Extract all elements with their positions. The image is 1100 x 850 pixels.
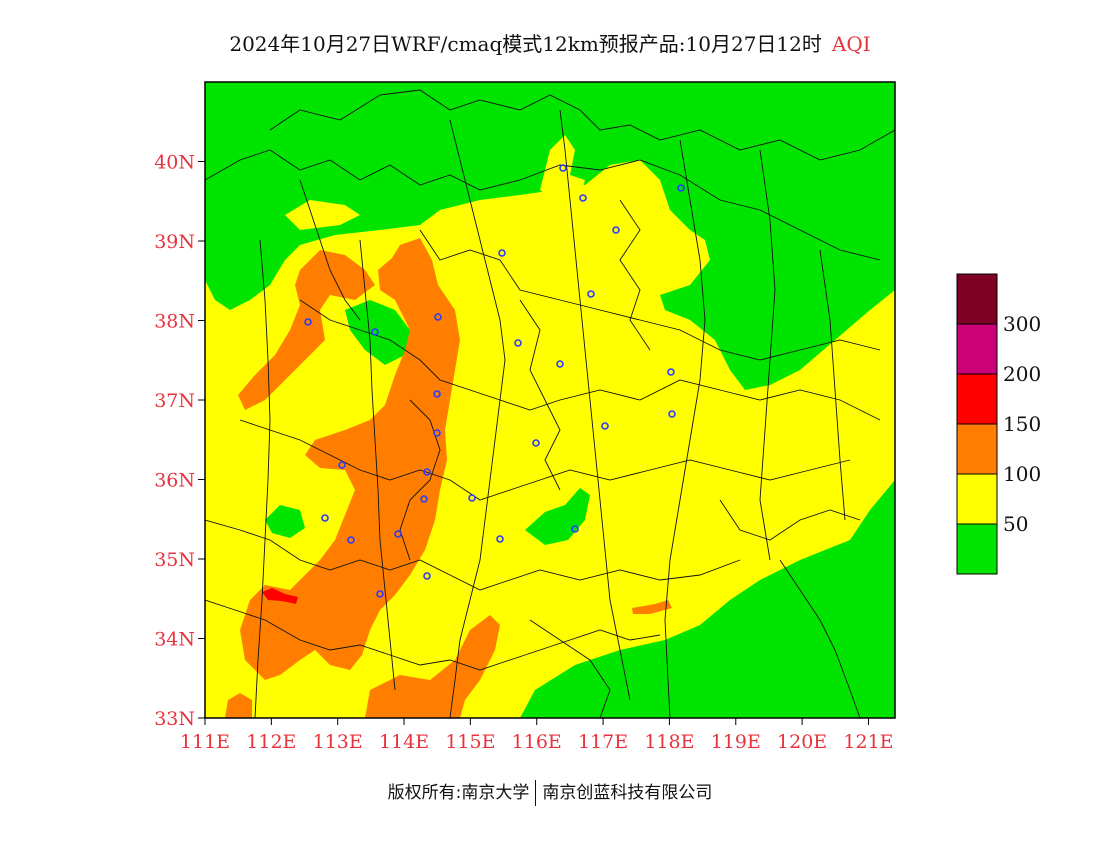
unhealthy-patch [262,588,298,604]
city-marker [532,439,540,447]
moderate-patch-northwest [285,200,360,230]
city-marker [601,422,609,430]
lon-tick-label: 112E [246,731,296,753]
city-markers [304,164,685,598]
usg-patch-southwest [225,693,252,718]
lat-tick-label: 37N [154,390,195,412]
title-main: 2024年10月27日WRF/cmaq模式12km预报产品:10月27日12时 [229,32,822,56]
latitude-axis: 40N 39N 38N 37N 36N 35N 34N 33N [154,152,205,730]
legend-swatch [956,423,998,475]
lon-tick-label: 115E [445,731,495,753]
usg-region-northwest [238,250,375,410]
city-marker [371,328,379,336]
longitude-axis: 111E 112E 113E 114E 115E 116E 117E 118E 119E 120E… [180,718,894,753]
lon-tick-label: 121E [843,731,893,753]
city-marker [667,368,675,376]
company-text: 南京创蓝科技有限公司 [542,783,713,803]
city-marker [394,530,402,538]
good-patch-west [265,505,305,538]
city-marker [468,494,476,502]
lon-tick-label: 120E [777,731,827,753]
city-marker [677,184,685,192]
city-marker [433,390,441,398]
city-marker [338,461,346,469]
legend-swatch [956,373,998,425]
lat-tick-label: 39N [154,231,195,253]
usg-region-south [365,615,500,718]
legend-swatch [956,523,998,575]
city-marker [559,164,567,172]
lon-tick-label: 111E [180,731,230,753]
city-marker [579,194,587,202]
city-marker [304,318,312,326]
legend-swatch [956,473,998,525]
lon-tick-label: 114E [379,731,429,753]
legend-label: 100 [1003,462,1041,486]
aqi-field [205,82,895,718]
legend-label: 200 [1003,362,1041,386]
city-marker [423,468,431,476]
city-marker [571,525,579,533]
admin-boundaries [205,89,895,718]
city-marker [496,535,504,543]
city-marker [433,429,441,437]
lon-tick-label: 117E [578,731,628,753]
footer-separator [535,780,537,806]
legend-swatch [956,323,998,375]
city-marker [420,495,428,503]
legend-label: 50 [1003,512,1028,536]
lon-tick-label: 119E [711,731,761,753]
city-marker [321,514,329,522]
legend-swatch [956,273,998,325]
city-marker [498,249,506,257]
lat-tick-label: 34N [154,629,195,651]
title-variable: AQI [831,32,871,56]
good-region-southeast [520,480,895,718]
legend-label: 150 [1003,412,1041,436]
good-region-north [205,82,895,390]
footer: 版权所有:南京大学 南京创蓝科技有限公司 [0,778,1100,806]
map-title: 2024年10月27日WRF/cmaq模式12km预报产品:10月27日12时 A… [0,28,1100,57]
lon-tick-label: 113E [313,731,363,753]
city-marker [556,360,564,368]
legend-label: 300 [1003,312,1041,336]
city-marker [514,339,522,347]
city-marker [423,572,431,580]
lon-tick-label: 116E [512,731,562,753]
moderate-bulge-north [540,135,585,205]
city-marker [347,536,355,544]
usg-region-main [240,238,460,680]
lat-tick-label: 40N [154,152,195,174]
city-marker [434,313,442,321]
aqi-legend: 300 200 150 100 50 [956,273,1041,575]
usg-patch-east [632,600,672,614]
city-marker [612,226,620,234]
copyright-text: 版权所有:南京大学 [387,783,530,803]
lat-tick-label: 36N [154,470,195,492]
city-marker [668,410,676,418]
lat-tick-label: 35N [154,549,195,571]
city-marker [376,590,384,598]
lat-tick-label: 33N [154,708,195,730]
lon-tick-label: 118E [644,731,694,753]
lat-tick-label: 38N [154,311,195,333]
city-marker [587,290,595,298]
good-patch-south-central [525,488,590,545]
